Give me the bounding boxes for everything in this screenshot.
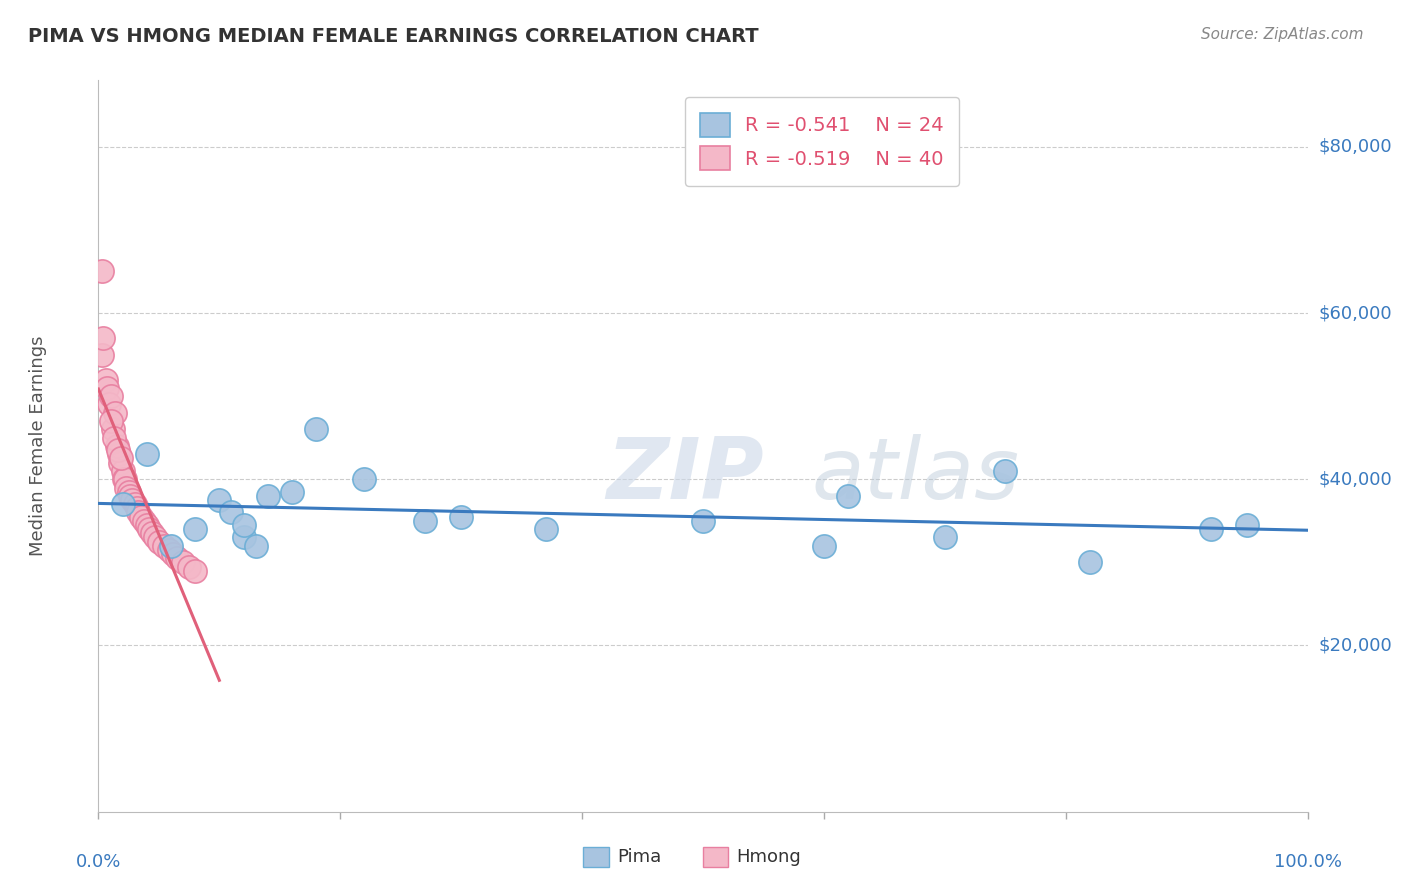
Legend: R = -0.541    N = 24, R = -0.519    N = 40: R = -0.541 N = 24, R = -0.519 N = 40 bbox=[685, 97, 959, 186]
Point bbox=[353, 472, 375, 486]
Point bbox=[112, 472, 135, 486]
Point bbox=[232, 530, 254, 544]
Point bbox=[1199, 522, 1222, 536]
Text: Pima: Pima bbox=[617, 848, 661, 866]
Point bbox=[166, 551, 188, 566]
Point bbox=[152, 539, 174, 553]
Text: $60,000: $60,000 bbox=[1319, 304, 1392, 322]
Point bbox=[184, 564, 207, 578]
Point bbox=[108, 456, 131, 470]
Point bbox=[281, 484, 304, 499]
Point bbox=[135, 447, 157, 461]
Point bbox=[110, 451, 132, 466]
Point bbox=[100, 389, 122, 403]
Point bbox=[256, 489, 278, 503]
Point bbox=[221, 506, 243, 520]
Point bbox=[534, 522, 557, 536]
Point bbox=[157, 542, 180, 557]
Text: $40,000: $40,000 bbox=[1319, 470, 1392, 488]
Point bbox=[118, 489, 141, 503]
Point bbox=[96, 381, 118, 395]
Point bbox=[115, 481, 138, 495]
Point bbox=[108, 447, 131, 461]
Text: ZIP: ZIP bbox=[606, 434, 763, 516]
Point bbox=[172, 555, 194, 569]
Point bbox=[91, 331, 114, 345]
Text: $20,000: $20,000 bbox=[1319, 637, 1392, 655]
Text: 100.0%: 100.0% bbox=[1274, 854, 1341, 871]
Point bbox=[184, 522, 207, 536]
Point bbox=[91, 347, 114, 362]
Text: 0.0%: 0.0% bbox=[76, 854, 121, 871]
Text: PIMA VS HMONG MEDIAN FEMALE EARNINGS CORRELATION CHART: PIMA VS HMONG MEDIAN FEMALE EARNINGS COR… bbox=[28, 27, 759, 45]
Point bbox=[813, 539, 835, 553]
Point bbox=[127, 501, 149, 516]
Point bbox=[160, 539, 183, 553]
Point bbox=[232, 518, 254, 533]
Point bbox=[124, 497, 146, 511]
Point bbox=[98, 397, 121, 411]
Point bbox=[135, 518, 157, 533]
Text: atlas: atlas bbox=[811, 434, 1019, 516]
Point bbox=[105, 439, 128, 453]
Point bbox=[413, 514, 436, 528]
Point bbox=[107, 443, 129, 458]
Point bbox=[111, 497, 134, 511]
Point bbox=[692, 514, 714, 528]
Point bbox=[162, 547, 184, 561]
Point bbox=[121, 493, 143, 508]
Point bbox=[143, 530, 166, 544]
Point bbox=[245, 539, 267, 553]
Point bbox=[138, 522, 160, 536]
Point bbox=[127, 506, 149, 520]
Point bbox=[114, 472, 136, 486]
Point bbox=[994, 464, 1017, 478]
Point bbox=[1078, 555, 1101, 569]
Point bbox=[100, 414, 122, 428]
Text: Hmong: Hmong bbox=[737, 848, 801, 866]
Text: Median Female Earnings: Median Female Earnings bbox=[30, 335, 46, 557]
Point bbox=[837, 489, 859, 503]
Point bbox=[101, 422, 124, 436]
Point bbox=[94, 372, 117, 386]
Point bbox=[103, 431, 125, 445]
Point bbox=[129, 509, 152, 524]
Point bbox=[934, 530, 956, 544]
Point bbox=[450, 509, 472, 524]
Point bbox=[134, 514, 156, 528]
Point bbox=[104, 406, 127, 420]
Point bbox=[305, 422, 328, 436]
Point bbox=[208, 493, 231, 508]
Point bbox=[1236, 518, 1258, 533]
Point bbox=[179, 559, 201, 574]
Point bbox=[141, 526, 163, 541]
Point bbox=[111, 464, 134, 478]
Text: $80,000: $80,000 bbox=[1319, 137, 1392, 156]
Point bbox=[148, 534, 170, 549]
Point bbox=[118, 484, 141, 499]
Point bbox=[91, 264, 114, 278]
Text: Source: ZipAtlas.com: Source: ZipAtlas.com bbox=[1201, 27, 1364, 42]
